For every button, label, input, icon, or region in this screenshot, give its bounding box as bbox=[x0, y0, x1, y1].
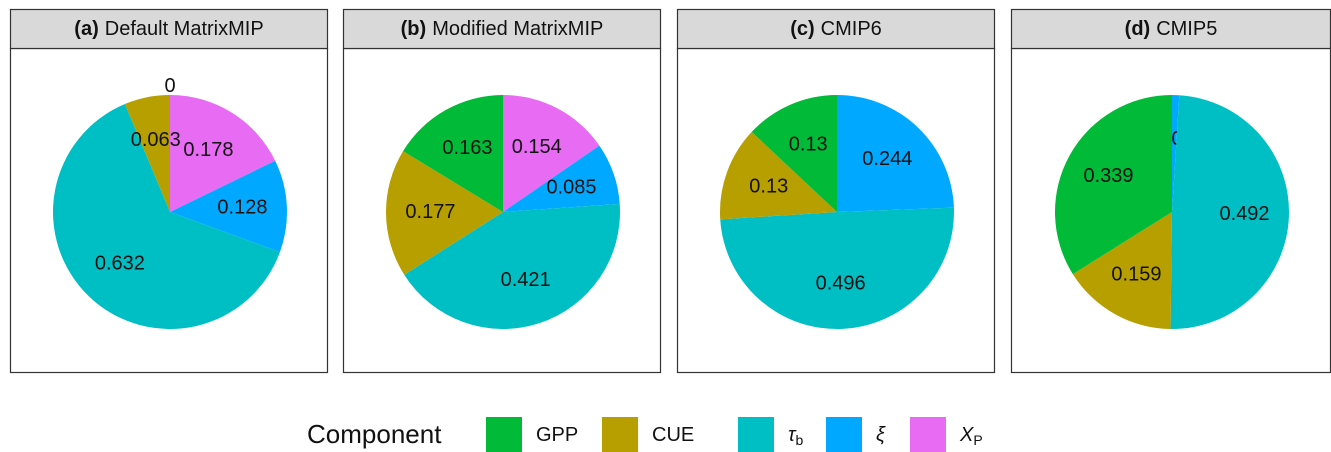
slice-label: 0.163 bbox=[442, 137, 492, 159]
legend-name: CUE bbox=[652, 424, 694, 446]
legend-swatch bbox=[486, 417, 522, 452]
pie-slice bbox=[1072, 212, 1172, 329]
pie-slice bbox=[503, 145, 620, 212]
panel-title-text: CMIP5 bbox=[1156, 18, 1217, 40]
legend-name: τ bbox=[788, 424, 797, 446]
slice-label: 0.085 bbox=[546, 176, 596, 198]
strip bbox=[1010, 8, 1331, 50]
pie-slice bbox=[53, 104, 280, 329]
pie-slice bbox=[124, 95, 170, 212]
strip bbox=[676, 8, 996, 50]
pie-slice bbox=[720, 131, 837, 220]
slice-label: 0.178 bbox=[183, 139, 233, 161]
legend-label: GPP bbox=[536, 424, 578, 446]
slice-label: 0.13 bbox=[749, 176, 788, 198]
panel-tag: (d) bbox=[1125, 18, 1151, 40]
panel-title: (d) CMIP5 bbox=[1125, 18, 1218, 40]
pie-slice bbox=[751, 95, 837, 212]
strip bbox=[342, 8, 662, 50]
panel-title: (c) CMIP6 bbox=[790, 18, 882, 40]
panel-title: (b) Modified MatrixMIP bbox=[401, 18, 604, 40]
legend-swatch bbox=[602, 417, 638, 452]
slice-label: 0.632 bbox=[95, 253, 145, 275]
pie-slice bbox=[1170, 95, 1290, 330]
legend-sub: b bbox=[795, 432, 803, 448]
slice-label: 0.421 bbox=[501, 269, 551, 291]
slice-label: 0.154 bbox=[512, 136, 562, 158]
slice-label: 0.339 bbox=[1084, 165, 1134, 187]
legend-name: GPP bbox=[536, 424, 578, 446]
pie-slice bbox=[1055, 95, 1172, 275]
pie-slice bbox=[837, 95, 954, 212]
legend-label: τb bbox=[788, 424, 803, 447]
slice-label: 0.128 bbox=[217, 197, 267, 219]
slice-label: 0.244 bbox=[862, 148, 912, 170]
slice-label: 0.496 bbox=[816, 273, 866, 295]
legend-swatch bbox=[910, 417, 946, 452]
pie-slice bbox=[720, 207, 954, 330]
legend-swatch bbox=[738, 417, 774, 452]
pie-slice bbox=[403, 95, 503, 212]
panel-tag: (c) bbox=[790, 18, 814, 40]
pie-slice bbox=[170, 160, 287, 253]
panel-title-text: Default MatrixMIP bbox=[105, 18, 264, 40]
pie-slice bbox=[170, 95, 276, 212]
panel-title-text: CMIP6 bbox=[821, 18, 882, 40]
slice-label: 0.492 bbox=[1219, 203, 1269, 225]
slice-label: 0.177 bbox=[405, 201, 455, 223]
slice-label: 0.159 bbox=[1111, 264, 1161, 286]
pie-slice bbox=[1172, 95, 1180, 212]
pie-slice bbox=[385, 151, 503, 275]
panel-title-text: Modified MatrixMIP bbox=[432, 18, 603, 40]
legend-label: CUE bbox=[652, 424, 694, 446]
strip bbox=[9, 8, 329, 50]
pie-slice bbox=[404, 203, 620, 329]
legend-name: X bbox=[959, 424, 974, 446]
legend-label: XP bbox=[959, 424, 983, 447]
pie-slice bbox=[503, 95, 600, 212]
panel-title: (a) Default MatrixMIP bbox=[74, 18, 263, 40]
panel-tag: (b) bbox=[401, 18, 427, 40]
panel-tag: (a) bbox=[74, 18, 98, 40]
legend-label: ξ bbox=[876, 424, 886, 446]
legend-swatch bbox=[826, 417, 862, 452]
legend-sub: P bbox=[973, 432, 982, 448]
slice-label: 0 bbox=[164, 75, 175, 97]
legend-title: Component bbox=[307, 419, 442, 449]
legend-name: ξ bbox=[876, 424, 886, 446]
slice-label: 0.063 bbox=[131, 129, 181, 151]
slice-label: 0.13 bbox=[789, 134, 828, 156]
